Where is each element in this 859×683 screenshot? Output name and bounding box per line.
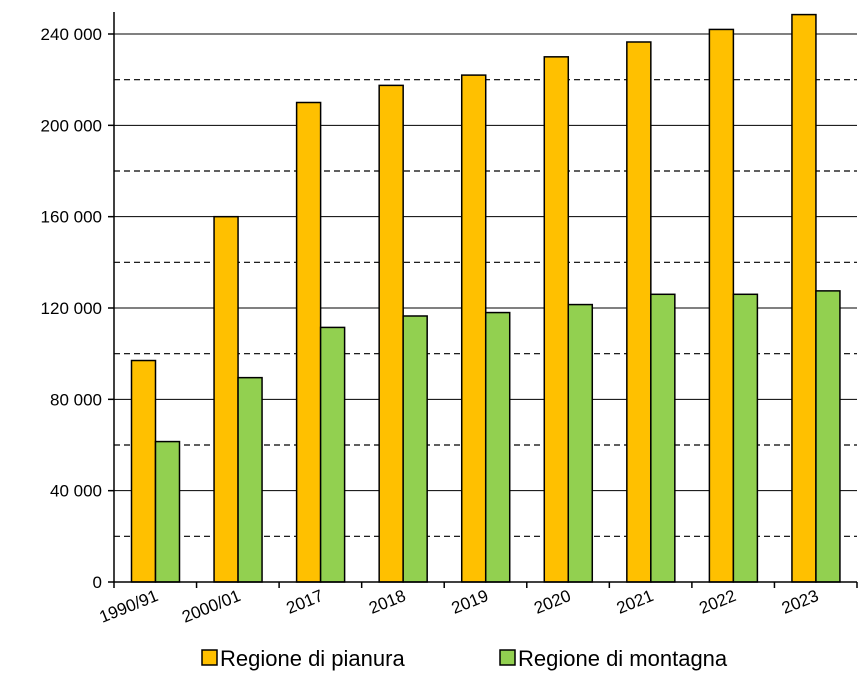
x-tick-label: 2018: [366, 586, 408, 618]
x-tick-label: 2000/01: [179, 586, 243, 627]
y-tick-label: 120 000: [41, 299, 102, 318]
legend-label-pianura: Regione di pianura: [220, 646, 405, 671]
bar-montagna-2023: [815, 290, 841, 583]
legend-label-montagna: Regione di montagna: [518, 646, 728, 671]
bar-pianura-2022: [708, 28, 735, 583]
legend-swatch-pianura: [201, 649, 218, 666]
x-tick-label: 2022: [696, 586, 738, 618]
bar-pianura-2021: [626, 41, 652, 583]
bar-pianura-2000-01: [213, 215, 239, 583]
bar-pianura-2017: [295, 101, 322, 583]
x-tick-label: 2020: [531, 586, 573, 618]
y-tick-label: 160 000: [41, 208, 102, 227]
bar-montagna-2017: [319, 326, 346, 583]
bar-pianura-2020: [543, 56, 570, 583]
bar-montagna-2000-01: [237, 376, 263, 583]
bar-montagna-2020: [567, 303, 594, 583]
y-tick-label: 40 000: [50, 482, 102, 501]
bar-montagna-2018: [402, 315, 428, 583]
y-tick-label: 80 000: [50, 390, 102, 409]
x-axis-ticks: 1990/91 2000/01 2017 2018 2019 2020 2021 2022 20…: [97, 582, 858, 627]
x-tick-label: 1990/91: [97, 586, 161, 627]
bar-pianura-2023: [791, 13, 817, 583]
bar-montagna-2021: [650, 293, 676, 583]
bar-pianura-1990-91: [130, 359, 157, 583]
x-tick-label: 2019: [449, 586, 491, 618]
bars: [130, 13, 841, 583]
x-tick-label: 2023: [779, 586, 821, 618]
bar-pianura-2018: [378, 84, 404, 583]
bar-montagna-2022: [732, 293, 759, 583]
bar-montagna-2019: [484, 311, 511, 583]
legend-swatch-montagna: [499, 649, 516, 666]
legend: Regione di pianura Regione di montagna: [201, 646, 728, 671]
x-tick-label: 2021: [614, 586, 656, 618]
y-tick-label: 0: [93, 573, 102, 592]
y-tick-label: 240 000: [41, 25, 102, 44]
y-tick-label: 200 000: [41, 116, 102, 135]
x-tick-label: 2017: [284, 586, 326, 618]
bar-pianura-2019: [460, 74, 487, 583]
y-axis-ticks: 0 40 000 80 000 120 000 160 000 200 000 240 00…: [41, 25, 114, 592]
bar-montagna-1990-91: [154, 440, 181, 583]
axes: [113, 12, 857, 583]
